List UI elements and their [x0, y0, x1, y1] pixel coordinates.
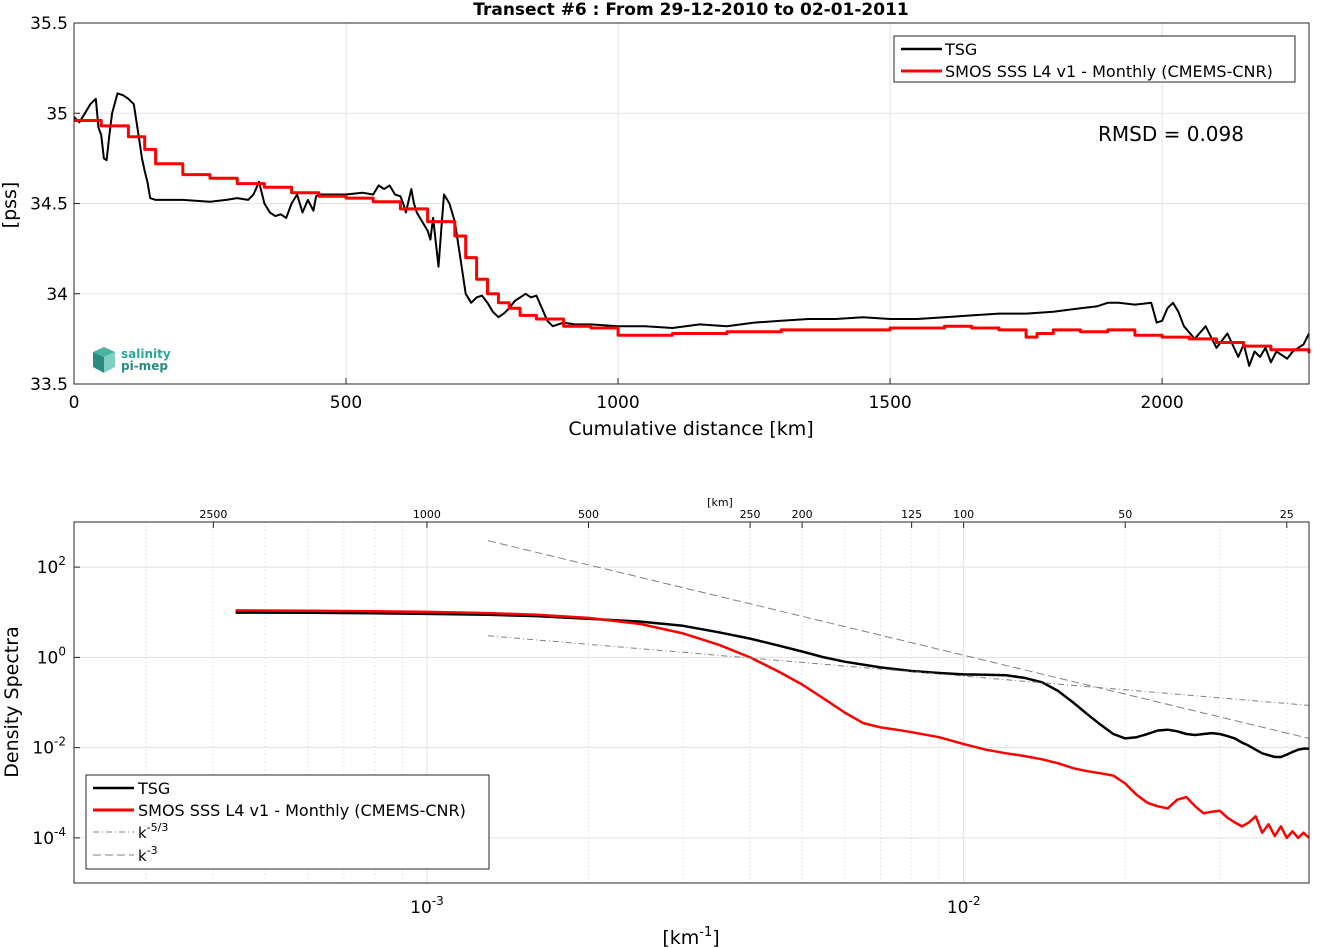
top-plot-frame	[73, 22, 1310, 385]
logo-cube-icon	[93, 347, 115, 373]
top-x-axis-label: Cumulative distance [km]	[568, 418, 813, 440]
bottom-top-km-tick-label: 125	[901, 508, 922, 521]
top-y-tick-label: 34	[46, 285, 68, 305]
top-km-axis-label: [km]	[707, 496, 733, 509]
bottom-legend-label-k53: k-5/3	[138, 821, 168, 842]
bottom-top-km-tick-label: 25	[1280, 508, 1294, 521]
top-series-group	[73, 92, 1311, 367]
top-legend-label-tsg: TSG	[944, 40, 977, 59]
bottom-top-km-tick-label: 50	[1118, 508, 1132, 521]
bottom-series-tsg-line	[235, 611, 1309, 759]
chart-title: Transect #6 : From 29-12-2010 to 02-01-2…	[473, 0, 909, 20]
bottom-legend-label-tsg: TSG	[137, 779, 170, 798]
top-series-smos-line	[74, 119, 1311, 354]
bottom-legend-label-smos: SMOS SSS L4 v1 - Monthly (CMEMS-CNR)	[138, 801, 466, 820]
bottom-x-axis-label: [km-1]	[662, 925, 719, 948]
bottom-y-axis-label: Density Spectra	[1, 626, 23, 777]
bottom-x-tick-labels: 10-3 10-2	[410, 894, 980, 918]
bottom-series-group	[235, 540, 1310, 840]
top-y-tick-labels: 33.5 34 34.5 35 35.5	[30, 14, 68, 395]
top-y-tick-label: 33.5	[30, 375, 68, 395]
logo-text-line1: salinity	[121, 347, 171, 361]
bottom-top-km-tick-label: 100	[953, 508, 974, 521]
bottom-y-tick-labels: 10-4 10-2 100 102	[32, 554, 66, 849]
bottom-top-km-tick-label: 1000	[413, 508, 441, 521]
top-y-axis-label: [pss]	[0, 182, 21, 229]
bottom-top-km-tick-label: 200	[792, 508, 813, 521]
logo-text-line2: pi-mep	[121, 359, 168, 373]
top-x-tick-label: 0	[69, 393, 80, 413]
top-y-tick-label: 34.5	[30, 195, 68, 215]
top-x-tick-label: 2000	[1140, 393, 1183, 413]
top-y-tick-label: 35.5	[30, 14, 68, 34]
top-x-tick-label: 500	[330, 393, 362, 413]
bottom-x-tick-label: 10-2	[947, 894, 981, 918]
bottom-series-k3-line	[487, 540, 1310, 739]
bottom-top-km-tick-label: 500	[578, 508, 599, 521]
bottom-top-km-tick-label: 250	[740, 508, 761, 521]
top-x-tick-label: 1500	[868, 393, 911, 413]
bottom-x-tick-label: 10-3	[410, 894, 444, 918]
bottom-top-km-tick-label: 2500	[199, 508, 227, 521]
bottom-legend-box	[85, 774, 490, 870]
top-x-tick-labels: 0 500 1000 1500 2000	[69, 393, 1184, 413]
bottom-top-km-tick-labels: 2500 1000 500 250 200 125 100 50 25	[199, 508, 1293, 521]
bottom-y-tick-label: 10-2	[32, 735, 66, 759]
top-legend: TSG SMOS SSS L4 v1 - Monthly (CMEMS-CNR)	[893, 35, 1296, 83]
top-x-tick-label: 1000	[596, 393, 639, 413]
top-legend-label-smos: SMOS SSS L4 v1 - Monthly (CMEMS-CNR)	[945, 62, 1273, 81]
bottom-y-tick-label: 100	[37, 644, 66, 668]
top-y-tick-label: 35	[46, 104, 68, 124]
bottom-series-smos-line	[235, 609, 1310, 840]
bottom-plot-frame	[73, 521, 1310, 884]
top-legend-box	[893, 35, 1296, 83]
bottom-y-tick-label: 10-4	[32, 825, 66, 849]
transect-salinity-panel: Transect #6 : From 29-12-2010 to 02-01-2…	[0, 0, 1311, 440]
top-series-tsg-line	[73, 92, 1310, 367]
bottom-legend: TSG SMOS SSS L4 v1 - Monthly (CMEMS-CNR)…	[85, 774, 490, 870]
density-spectra-panel: [km] 2500 1000 500 250 200 125 100 50 25 10-3 10-…	[1, 496, 1310, 948]
rmsd-annotation: RMSD = 0.098	[1098, 122, 1244, 146]
salinity-pi-mep-logo: salinity pi-mep	[93, 347, 171, 373]
bottom-legend-label-k3: k-3	[138, 844, 158, 865]
bottom-y-tick-label: 102	[37, 554, 66, 578]
